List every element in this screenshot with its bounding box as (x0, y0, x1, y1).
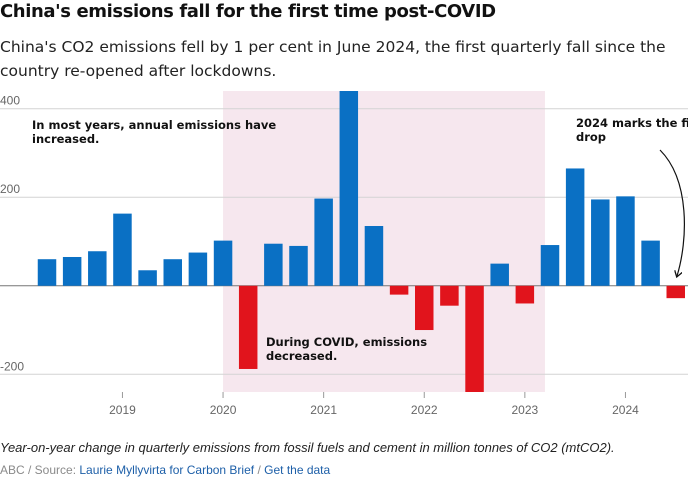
bar-5 (163, 259, 182, 286)
bar-16 (440, 285, 459, 306)
bar-17 (465, 285, 484, 392)
bar-15 (415, 285, 434, 331)
bar-19 (515, 285, 535, 304)
bar-14 (389, 285, 409, 295)
chart-title: China's emissions fall for the first tim… (0, 1, 496, 22)
annotation-increase-line2: increased. (32, 132, 99, 146)
bar-11 (314, 198, 333, 286)
bar-9 (264, 243, 283, 286)
annotation-covid-line1: During COVID, emissions (266, 335, 427, 349)
bar-22 (591, 199, 610, 286)
annotation-arrow (659, 149, 685, 276)
bar-2 (88, 251, 107, 286)
x-tick-label-1: 2020 (210, 403, 237, 417)
bar-1 (62, 256, 82, 286)
get-the-data-link[interactable]: Get the data (264, 463, 331, 477)
bar-4 (138, 270, 157, 286)
y-tick-label-1: 200 (0, 182, 20, 196)
x-tick-label-5: 2024 (612, 403, 639, 417)
source-separator: / (257, 463, 261, 477)
x-tick-label-3: 2022 (411, 403, 438, 417)
source-line: ABC / Source: Laurie Myllyvirta for Carb… (0, 462, 688, 478)
x-tick-label-2: 2021 (310, 403, 337, 417)
annotation-covid-line2: decreased. (266, 349, 337, 363)
bar-20 (540, 245, 560, 286)
chart-subtitle: China's CO2 emissions fell by 1 per cent… (0, 38, 666, 80)
bar-8 (238, 285, 258, 369)
bar-7 (213, 240, 233, 286)
bar-6 (188, 252, 208, 286)
bar-13 (364, 226, 384, 286)
y-tick-label-0: 400 (0, 94, 20, 108)
annotation-first-drop-line2: drop (576, 130, 606, 144)
x-tick-label-0: 2019 (109, 403, 136, 417)
bar-0 (37, 259, 57, 286)
bar-chart: 2019 2020 2021 2022 2023 2024 400 200 -200 In m… (0, 91, 688, 417)
bar-24 (641, 240, 660, 286)
annotation-increase-line1: In most years, annual emissions have (32, 118, 276, 132)
bar-12 (339, 91, 359, 286)
source-prefix: ABC / Source: (0, 463, 77, 477)
bar-18 (490, 263, 509, 286)
bar-10 (289, 245, 308, 286)
bar-23 (616, 196, 635, 286)
covid-period-band (223, 91, 545, 392)
bar-25 (666, 285, 685, 299)
bar-21 (565, 168, 585, 286)
bar-3 (113, 213, 132, 286)
annotation-first-drop-line1: 2024 marks the first (576, 116, 688, 130)
chart-caption: Year-on-year change in quarterly emissio… (0, 440, 615, 455)
y-tick-label-2: -200 (0, 359, 24, 373)
x-tick-label-4: 2023 (511, 403, 538, 417)
source-link[interactable]: Laurie Myllyvirta for Carbon Brief (79, 463, 255, 477)
